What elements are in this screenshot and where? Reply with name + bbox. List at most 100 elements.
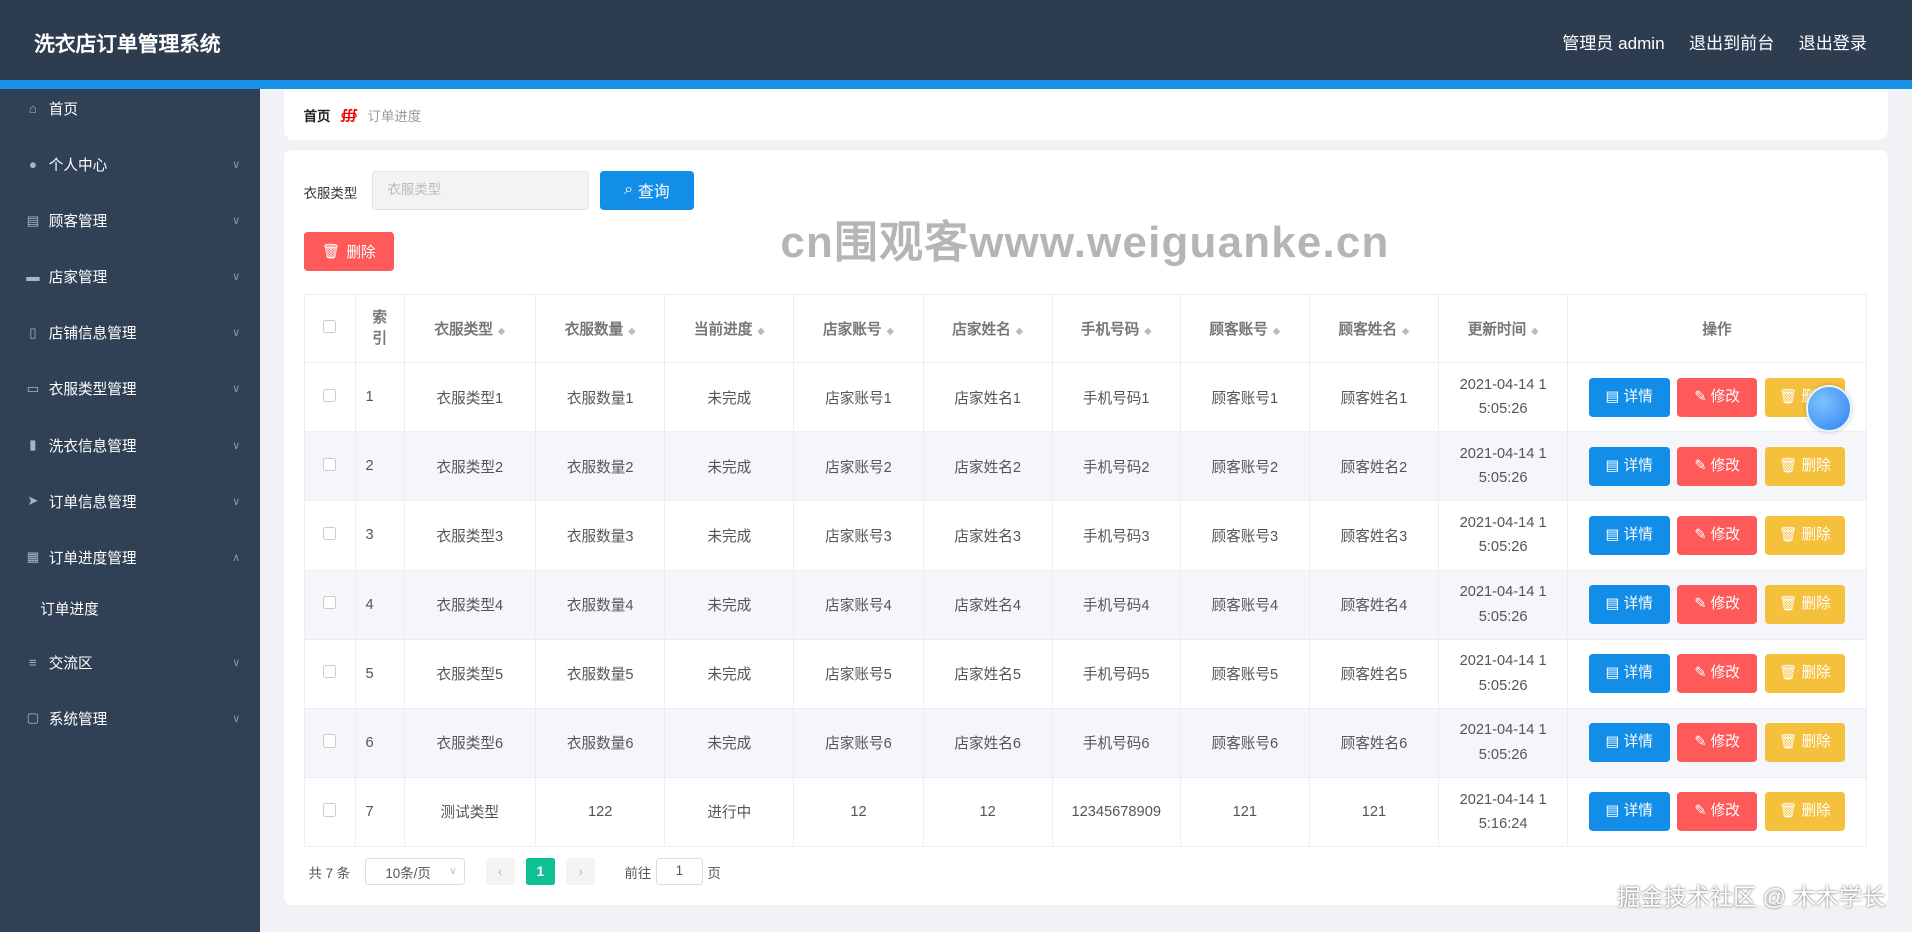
actions-cell: ▤ 详情✎ 修改🗑︎ 删除 xyxy=(1567,500,1867,571)
row-checkbox[interactable] xyxy=(303,500,356,571)
detail-button[interactable]: ▤ 详情 xyxy=(1589,515,1670,555)
table-cell: 2021-04-14 15:05:26 xyxy=(1438,638,1569,709)
pencil-icon: ✎ xyxy=(1694,803,1707,820)
page-size-select[interactable]: 10条/页 ∨ xyxy=(364,858,465,886)
table-cell: 手机号码1 xyxy=(1051,362,1181,433)
detail-button[interactable]: ▤ 详情 xyxy=(1589,446,1670,486)
delete-button[interactable]: 🗑︎ 删除 xyxy=(1764,446,1846,486)
sort-icon[interactable]: ◆ xyxy=(1531,326,1539,337)
column-header[interactable]: 手机号码 ◆ xyxy=(1051,293,1181,364)
delete-button[interactable]: 🗑︎ 删除 xyxy=(1764,723,1846,763)
edit-button[interactable]: ✎ 修改 xyxy=(1676,654,1758,694)
row-checkbox[interactable] xyxy=(303,569,356,640)
row-checkbox[interactable] xyxy=(303,776,356,848)
row-checkbox[interactable] xyxy=(303,638,356,709)
sidebar-item-7[interactable]: ➤ 订单信息管理 ∨ xyxy=(0,482,260,521)
sidebar-item-0[interactable]: ⌂ 首页 xyxy=(0,89,260,128)
detail-button[interactable]: ▤ 详情 xyxy=(1589,377,1670,417)
row-checkbox[interactable] xyxy=(303,707,356,778)
detail-label: 详情 xyxy=(1623,457,1653,474)
sort-icon[interactable]: ◆ xyxy=(757,326,765,337)
column-header[interactable]: 衣服数量 ◆ xyxy=(535,293,666,364)
list-icon: ≡ xyxy=(28,654,37,670)
actions-cell: ▤ 详情✎ 修改🗑︎ 删除 xyxy=(1567,569,1867,640)
chevron-icon: ∨ xyxy=(232,656,241,669)
column-header[interactable]: 更新时间 ◆ xyxy=(1438,293,1569,364)
actions-cell: ▤ 详情✎ 修改🗑︎ 删除 xyxy=(1567,638,1867,709)
sidebar-item-1[interactable]: ● 个人中心 ∨ xyxy=(0,145,260,184)
delete-button[interactable]: 🗑︎ 删除 xyxy=(1764,654,1846,694)
column-header[interactable]: 衣服类型 ◆ xyxy=(403,293,537,364)
sidebar-item-2[interactable]: ▤ 顾客管理 ∨ xyxy=(0,201,260,240)
edit-button[interactable]: ✎ 修改 xyxy=(1676,377,1758,417)
sidebar-item-5[interactable]: ▭ 衣服类型管理 ∨ xyxy=(0,369,260,408)
sidebar-item-10[interactable]: ≡ 交流区 ∨ xyxy=(0,643,260,682)
sort-icon[interactable]: ◆ xyxy=(1401,326,1410,337)
column-header: 操作 xyxy=(1567,293,1867,364)
sort-icon[interactable]: ◆ xyxy=(1015,326,1024,337)
logout-link[interactable]: 退出登录 xyxy=(1798,34,1867,54)
edit-label: 修改 xyxy=(1710,596,1740,613)
edit-button[interactable]: ✎ 修改 xyxy=(1676,515,1758,555)
batch-delete-button[interactable]: 🗑︎ 删除 xyxy=(303,231,394,271)
search-button[interactable]: ⌕ 查询 xyxy=(599,170,694,210)
next-page-button[interactable]: › xyxy=(565,858,596,886)
sort-icon[interactable]: ◆ xyxy=(628,326,636,337)
detail-button[interactable]: ▤ 详情 xyxy=(1589,723,1670,763)
column-header[interactable]: 店家姓名 ◆ xyxy=(922,293,1053,364)
column-header[interactable]: 店家账号 ◆ xyxy=(793,293,924,364)
delete-label: 删除 xyxy=(1801,457,1831,474)
sort-icon[interactable]: ◆ xyxy=(1272,326,1281,337)
exit-to-front-link[interactable]: 退出到前台 xyxy=(1688,34,1775,54)
sidebar-item-label: 店铺信息管理 xyxy=(48,326,137,343)
table-cell: 未完成 xyxy=(664,638,795,709)
delete-button[interactable]: 🗑︎ 删除 xyxy=(1764,792,1846,832)
table-cell: 衣服数量3 xyxy=(535,500,666,571)
pencil-icon: ✎ xyxy=(1694,388,1707,405)
page-1-button[interactable]: 1 xyxy=(525,858,555,886)
delete-label: 删除 xyxy=(1801,596,1831,613)
row-checkbox[interactable] xyxy=(303,362,356,433)
edit-button[interactable]: ✎ 修改 xyxy=(1676,446,1758,486)
goto-label: 前往 xyxy=(624,865,652,881)
sort-icon[interactable]: ◆ xyxy=(1144,326,1152,337)
delete-button[interactable]: 🗑︎ 删除 xyxy=(1764,585,1846,625)
table-row: 6 衣服类型6 衣服数量6 未完成 店家账号6 店家姓名6 手机号码6 顾客账号6 顾客姓名6 2… xyxy=(303,707,1867,778)
breadcrumb-home[interactable]: 首页 xyxy=(303,108,331,124)
goto-page-input[interactable]: 1 xyxy=(656,858,703,886)
table-row: 5 衣服类型5 衣服数量5 未完成 店家账号5 店家姓名5 手机号码5 顾客账号5 顾客姓名5 2… xyxy=(303,638,1867,709)
table-cell: 1 xyxy=(354,362,405,433)
sidebar-item-11[interactable]: ▢ 系统管理 ∨ xyxy=(0,699,260,738)
sidebar-item-9[interactable]: 订单进度 xyxy=(0,589,260,628)
column-header[interactable]: 顾客姓名 ◆ xyxy=(1308,293,1440,364)
detail-button[interactable]: ▤ 详情 xyxy=(1589,585,1670,625)
table-row: 4 衣服类型4 衣服数量4 未完成 店家账号4 店家姓名4 手机号码4 顾客账号4 顾客姓名4 2… xyxy=(303,569,1867,640)
clothing-type-input[interactable]: 衣服类型 xyxy=(371,170,589,210)
table-cell: 未完成 xyxy=(664,362,795,433)
table-row: 2 衣服类型2 衣服数量2 未完成 店家账号2 店家姓名2 手机号码2 顾客账号2 顾客姓名2 2… xyxy=(303,431,1867,502)
actions-cell: ▤ 详情✎ 修改🗑︎ 删除 xyxy=(1567,776,1867,848)
row-checkbox[interactable] xyxy=(303,431,356,502)
sidebar-item-6[interactable]: ▮ 洗衣信息管理 ∨ xyxy=(0,426,260,465)
edit-button[interactable]: ✎ 修改 xyxy=(1676,585,1758,625)
edit-button[interactable]: ✎ 修改 xyxy=(1676,792,1758,832)
delete-label: 删除 xyxy=(1801,665,1831,682)
column-header[interactable]: 顾客账号 ◆ xyxy=(1179,293,1310,364)
sort-icon[interactable]: ◆ xyxy=(497,326,506,337)
floating-assistant-button[interactable] xyxy=(1805,385,1853,432)
table-cell: 店家账号3 xyxy=(793,500,924,571)
sort-icon[interactable]: ◆ xyxy=(886,326,894,337)
detail-label: 详情 xyxy=(1623,526,1653,543)
select-all-checkbox[interactable] xyxy=(303,293,356,364)
table-cell: 店家姓名5 xyxy=(922,638,1053,709)
trash-icon: 🗑︎ xyxy=(1778,388,1798,405)
column-header[interactable]: 当前进度 ◆ xyxy=(664,293,795,364)
sidebar-item-4[interactable]: ▯ 店铺信息管理 ∨ xyxy=(0,313,260,352)
prev-page-button[interactable]: ‹ xyxy=(485,858,515,886)
sidebar-item-3[interactable]: ▬ 店家管理 ∨ xyxy=(0,257,260,296)
sidebar-item-8[interactable]: ▦ 订单进度管理 ∧ xyxy=(0,538,260,577)
delete-button[interactable]: 🗑︎ 删除 xyxy=(1764,515,1846,555)
edit-button[interactable]: ✎ 修改 xyxy=(1676,723,1758,763)
detail-button[interactable]: ▤ 详情 xyxy=(1589,654,1670,694)
detail-button[interactable]: ▤ 详情 xyxy=(1589,792,1670,832)
